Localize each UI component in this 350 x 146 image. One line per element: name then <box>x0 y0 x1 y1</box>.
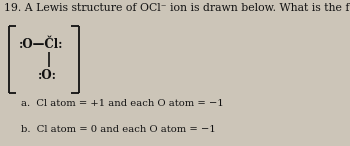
Text: :O—Čl:: :O—Čl: <box>19 38 64 51</box>
Text: b.  Cl atom = 0 and each O atom = −1: b. Cl atom = 0 and each O atom = −1 <box>21 125 216 134</box>
Text: a.  Cl atom = +1 and each O atom = −1: a. Cl atom = +1 and each O atom = −1 <box>21 99 224 108</box>
Text: 19. A Lewis structure of OCl⁻ ion is drawn below. What is the formal charge on e: 19. A Lewis structure of OCl⁻ ion is dra… <box>4 3 350 13</box>
Text: :O:: :O: <box>37 69 56 82</box>
Text: ⁻: ⁻ <box>82 8 87 18</box>
